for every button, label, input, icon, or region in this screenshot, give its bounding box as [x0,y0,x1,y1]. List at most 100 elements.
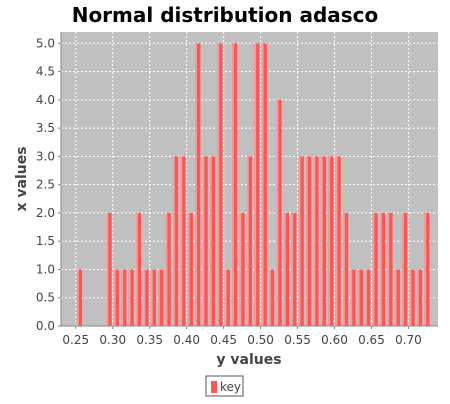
bar [76,269,83,326]
bar-highlight [76,269,79,326]
bar [246,156,253,326]
bar [106,212,112,326]
x-axis-title: y values [216,352,281,368]
legend: key [205,375,244,397]
bar [357,269,363,326]
bar-highlight [372,212,375,326]
bar [165,212,171,326]
y-tick-label: 2.5 [36,178,55,192]
chart-title: Normal distribution adasco [72,3,379,27]
y-tick-label: 0.0 [36,319,55,333]
bar [409,269,415,326]
bar [172,156,179,326]
bar [306,156,312,326]
bar [202,156,208,326]
bar-highlight [143,269,146,326]
bar [113,269,120,326]
y-tick-label: 4.0 [36,93,55,107]
x-tick-label: 0.35 [136,333,163,347]
bar-highlight [387,212,390,326]
bar-highlight [180,156,183,326]
y-tick-label: 3.5 [36,121,55,135]
bar [394,269,400,326]
bar-highlight [291,212,294,326]
bar-highlight [328,156,331,326]
bar-highlight [320,156,323,326]
bar-highlight [365,269,367,326]
bar-highlight [165,212,168,326]
legend-label: key [220,380,241,394]
bars [76,43,430,327]
bar [121,269,127,326]
y-tick-label: 1.0 [36,262,55,276]
x-tick-label: 0.55 [284,333,311,347]
bar [291,212,297,326]
bar-highlight [239,212,242,326]
bar-highlight [379,212,382,326]
y-tick-label: 1.5 [36,234,55,248]
bar [379,212,386,326]
bar-highlight [424,212,427,326]
bar-highlight [217,43,220,327]
axes: 0.0 0.5 1.0 1.5 2.0 2.5 3.0 3.5 4.0 4.5 5.0 0.25 0.3… [36,32,438,347]
legend-swatch [211,381,217,393]
bar-highlight [283,212,286,326]
bar-highlight [357,269,360,326]
bar-highlight [128,269,131,326]
y-tick-label: 4.5 [36,65,55,79]
bar-highlight [121,269,124,326]
bar [416,269,423,326]
bar [335,156,341,326]
bar-highlight [246,156,249,326]
bar [150,269,156,326]
bar-highlight [402,212,404,326]
bar [136,212,142,326]
bar-highlight [313,156,316,326]
bar [195,43,201,327]
bar [209,156,216,326]
bar-highlight [269,269,271,326]
bar-highlight [254,43,257,327]
bar [217,43,223,327]
bar-highlight [298,156,301,326]
bar-highlight [172,156,175,326]
bar [269,269,275,326]
x-tick-label: 0.45 [210,333,237,347]
y-tick-label: 3.0 [36,149,55,163]
x-tick-label: 0.60 [321,333,348,347]
bar [239,212,245,326]
bar [365,269,371,326]
bar [261,43,267,327]
bar-highlight [350,269,353,326]
bar [298,156,304,326]
bar-highlight [276,99,279,326]
x-tick-label: 0.40 [173,333,200,347]
bar [387,212,393,326]
bar-highlight [416,269,419,326]
bar-highlight [106,212,109,326]
bar-highlight [335,156,338,326]
bar [158,269,164,326]
bar-highlight [209,156,212,326]
bar-highlight [136,212,138,326]
x-tick-label: 0.25 [62,333,89,347]
bar-highlight [306,156,308,326]
bar-highlight [232,43,234,327]
bar [402,212,408,326]
bar [372,212,378,326]
y-tick-label: 0.5 [36,291,55,305]
bar-highlight [394,269,397,326]
bar-highlight [409,269,412,326]
x-tick-label: 0.30 [99,333,126,347]
y-tick-label: 5.0 [36,36,55,50]
x-tick-label: 0.70 [395,333,422,347]
bar-highlight [187,212,190,326]
bar [328,156,334,326]
bar [350,269,356,326]
x-tick-label: 0.50 [247,333,274,347]
bar-highlight [202,156,205,326]
bar [187,212,193,326]
bar [313,156,319,326]
